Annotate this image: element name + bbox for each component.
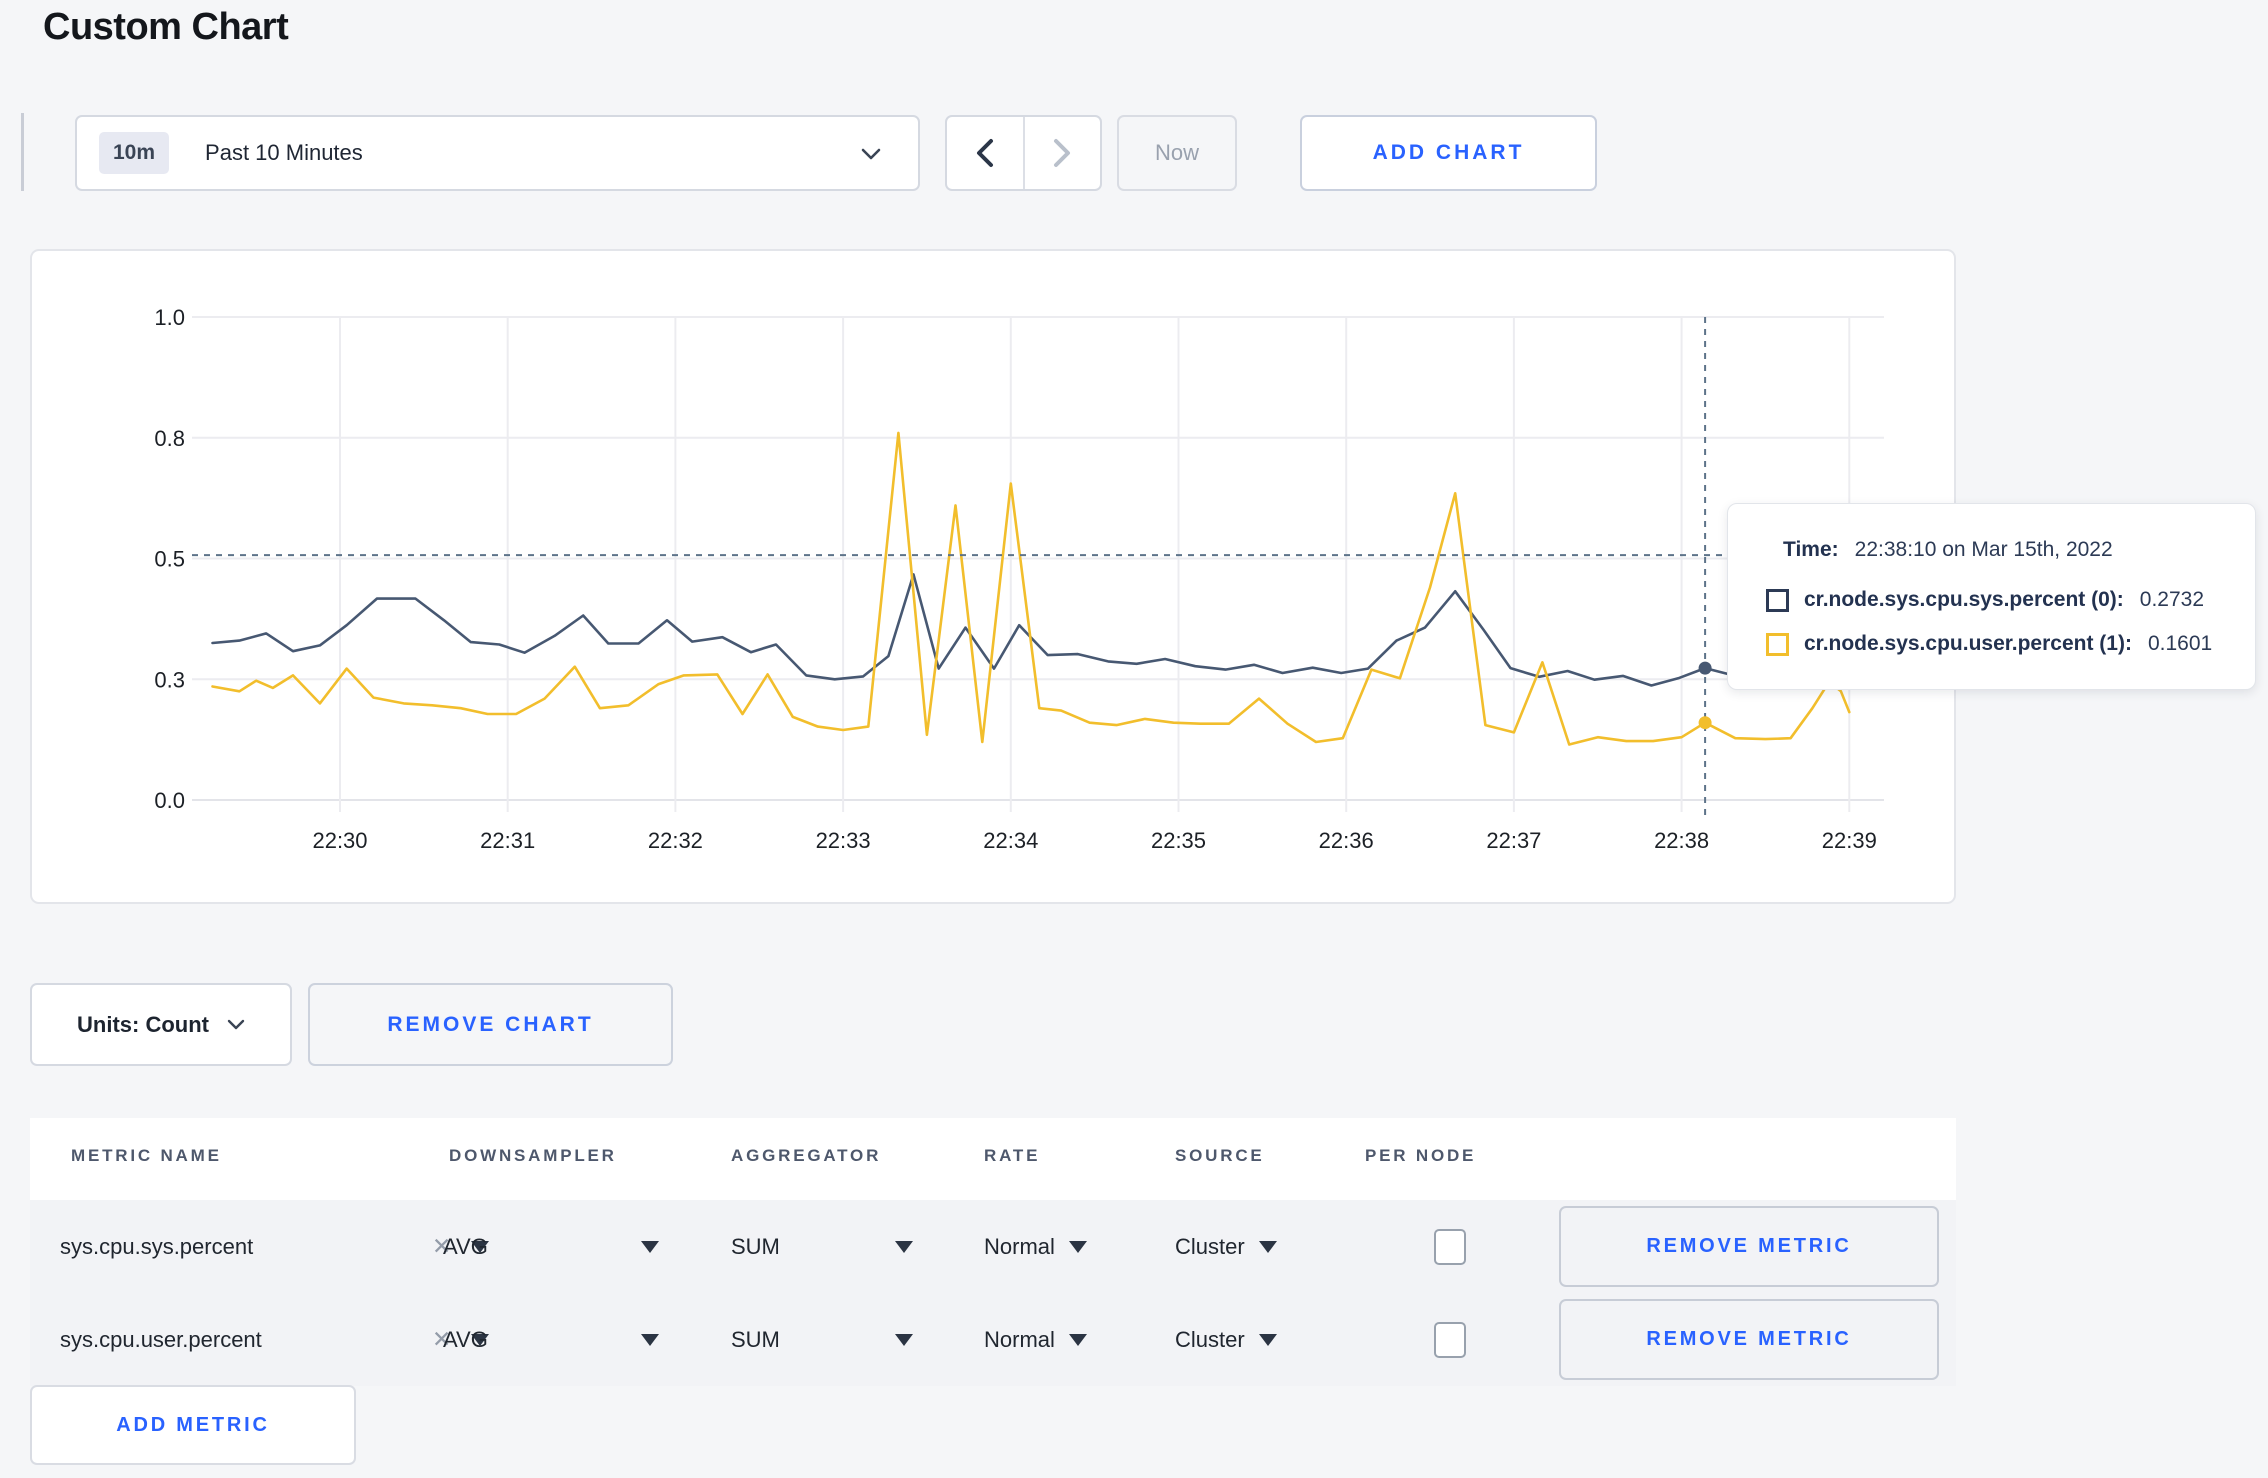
svg-text:22:34: 22:34 [983, 828, 1038, 853]
per-node-checkbox[interactable] [1434, 1321, 1466, 1358]
series-user-swatch-icon [1766, 632, 1789, 656]
rate-select[interactable]: Normal [984, 1293, 1114, 1386]
svg-text:22:33: 22:33 [816, 828, 871, 853]
page-title: Custom Chart [43, 6, 289, 48]
svg-text:1.0: 1.0 [154, 305, 185, 330]
aggregator-value: SUM [731, 1326, 780, 1352]
svg-text:22:39: 22:39 [1822, 828, 1877, 853]
svg-text:22:36: 22:36 [1319, 828, 1374, 853]
chart-card[interactable]: 0.0 0.3 0.5 0.8 1.0 22:30 22:31 22:32 22:33 22:34… [30, 249, 1956, 904]
caret-down-icon [641, 1240, 659, 1253]
add-metric-button[interactable]: ADD METRIC [30, 1385, 356, 1465]
source-value: Cluster [1175, 1233, 1245, 1259]
aggregator-select[interactable]: SUM [731, 1200, 913, 1293]
now-button[interactable]: Now [1117, 115, 1237, 191]
time-forward-button[interactable] [1025, 117, 1101, 189]
rate-select[interactable]: Normal [984, 1200, 1114, 1293]
tooltip-time-label: Time: [1783, 538, 1839, 561]
line-chart[interactable]: 0.0 0.3 0.5 0.8 1.0 22:30 22:31 22:32 22:33 22:34… [32, 251, 1958, 906]
col-aggregator: AGGREGATOR [731, 1146, 882, 1165]
col-metric-name: METRIC NAME [71, 1146, 222, 1165]
caret-down-icon [641, 1333, 659, 1346]
clear-metric-icon[interactable]: ✕ [432, 1233, 452, 1259]
caret-down-icon [895, 1333, 913, 1346]
caret-down-icon [1068, 1240, 1087, 1253]
metric-name: sys.cpu.sys.percent [60, 1233, 254, 1259]
toolbar-divider [21, 113, 24, 191]
remove-chart-button[interactable]: REMOVE CHART [308, 983, 673, 1066]
col-downsampler: DOWNSAMPLER [449, 1146, 617, 1165]
series-sys-swatch-icon [1766, 588, 1789, 612]
aggregator-select[interactable]: SUM [731, 1293, 913, 1386]
downsampler-value: AVG [443, 1326, 488, 1352]
col-per-node: PER NODE [1365, 1146, 1477, 1165]
table-row: sys.cpu.sys.percent ✕ AVG SUM Normal Clu… [30, 1200, 1956, 1293]
tooltip-series-value: 0.2732 [2139, 588, 2205, 611]
tooltip-series-name: cr.node.sys.cpu.sys.percent (0): [1804, 588, 2124, 611]
time-window-select[interactable]: 10m Past 10 Minutes [75, 115, 920, 191]
units-select[interactable]: Units: Count [30, 983, 292, 1066]
svg-text:0.5: 0.5 [154, 547, 185, 572]
time-back-button[interactable] [947, 117, 1025, 189]
time-step-group [945, 115, 1102, 191]
time-window-label: Past 10 Minutes [205, 140, 363, 165]
chevron-down-icon [860, 147, 882, 166]
caret-down-icon [1258, 1240, 1277, 1253]
svg-text:22:38: 22:38 [1654, 828, 1709, 853]
svg-text:22:32: 22:32 [648, 828, 703, 853]
svg-text:0.0: 0.0 [154, 788, 185, 813]
caret-down-icon [471, 1333, 490, 1346]
remove-metric-button[interactable]: REMOVE METRIC [1559, 1299, 1939, 1380]
caret-down-icon [471, 1240, 490, 1253]
clear-metric-icon[interactable]: ✕ [432, 1326, 452, 1352]
metrics-table-body: sys.cpu.sys.percent ✕ AVG SUM Normal Clu… [30, 1200, 1956, 1386]
metric-name-select[interactable]: sys.cpu.user.percent ✕ [60, 1293, 520, 1386]
svg-text:0.3: 0.3 [154, 667, 185, 692]
metric-name: sys.cpu.user.percent [60, 1326, 262, 1352]
downsampler-value: AVG [443, 1233, 488, 1259]
per-node-checkbox[interactable] [1434, 1228, 1466, 1265]
col-rate: RATE [984, 1146, 1041, 1165]
source-select[interactable]: Cluster [1175, 1200, 1305, 1293]
caret-down-icon [895, 1240, 913, 1253]
svg-text:22:35: 22:35 [1151, 828, 1206, 853]
remove-metric-button[interactable]: REMOVE METRIC [1559, 1206, 1939, 1287]
units-label: Units: Count [77, 1011, 209, 1037]
tooltip-series-name: cr.node.sys.cpu.user.percent (1): [1804, 632, 2132, 655]
svg-text:22:31: 22:31 [480, 828, 535, 853]
chevron-left-icon [976, 139, 993, 167]
svg-text:0.8: 0.8 [154, 426, 185, 451]
chevron-right-icon [1054, 139, 1071, 167]
add-chart-button[interactable]: ADD CHART [1300, 115, 1597, 191]
table-row: sys.cpu.user.percent ✕ AVG SUM Normal Cl… [30, 1293, 1956, 1386]
caret-down-icon [1068, 1333, 1087, 1346]
chevron-down-icon [227, 1019, 245, 1029]
per-node-cell [1420, 1293, 1480, 1386]
tooltip-series-value: 0.1601 [2147, 632, 2213, 655]
rate-value: Normal [984, 1233, 1055, 1259]
tooltip-time-value: 22:38:10 on Mar 15th, 2022 [1854, 538, 2113, 561]
downsampler-select[interactable]: AVG [443, 1200, 659, 1293]
source-select[interactable]: Cluster [1175, 1293, 1305, 1386]
source-value: Cluster [1175, 1326, 1245, 1352]
aggregator-value: SUM [731, 1233, 780, 1259]
rate-value: Normal [984, 1326, 1055, 1352]
per-node-cell [1420, 1200, 1480, 1293]
time-window-badge: 10m [99, 132, 170, 174]
col-source: SOURCE [1175, 1146, 1265, 1165]
metrics-table-header: METRIC NAME DOWNSAMPLER AGGREGATOR RATE … [30, 1118, 1956, 1200]
caret-down-icon [1258, 1333, 1277, 1346]
svg-text:22:37: 22:37 [1486, 828, 1541, 853]
downsampler-select[interactable]: AVG [443, 1293, 659, 1386]
chart-tooltip: Time: 22:38:10 on Mar 15th, 2022 cr.node… [1727, 503, 2256, 690]
metric-name-select[interactable]: sys.cpu.sys.percent ✕ [60, 1200, 520, 1293]
svg-text:22:30: 22:30 [312, 828, 367, 853]
